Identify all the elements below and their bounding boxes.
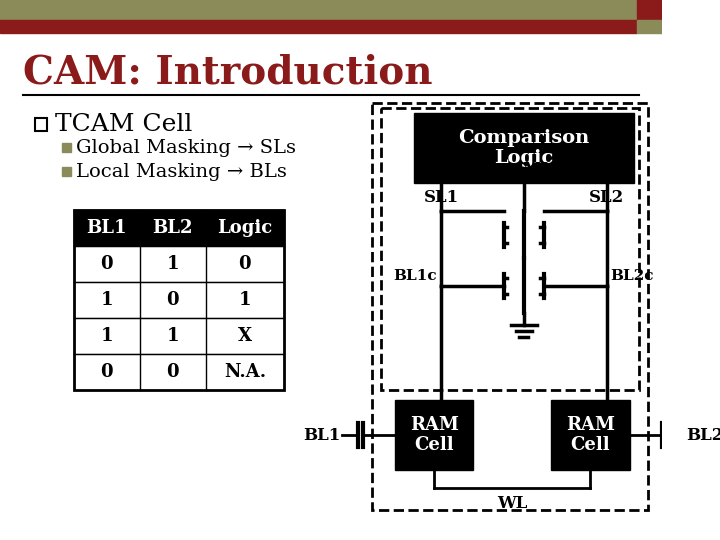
Text: BL1c: BL1c xyxy=(394,268,437,282)
Bar xyxy=(637,20,662,33)
Text: BL1: BL1 xyxy=(86,219,127,237)
Text: 0: 0 xyxy=(100,255,113,273)
Bar xyxy=(73,246,284,282)
Text: BL2: BL2 xyxy=(686,427,720,443)
Text: RAM
Cell: RAM Cell xyxy=(410,416,459,454)
Bar xyxy=(35,118,47,131)
Text: SL2: SL2 xyxy=(589,188,624,206)
Text: Local Masking → BLs: Local Masking → BLs xyxy=(76,163,287,181)
Text: 1: 1 xyxy=(100,291,113,309)
Bar xyxy=(382,108,639,390)
Text: TCAM Cell: TCAM Cell xyxy=(55,113,192,136)
Bar xyxy=(73,318,284,354)
Bar xyxy=(63,143,71,152)
Bar xyxy=(637,0,662,20)
Bar xyxy=(395,400,473,470)
Bar xyxy=(73,354,284,390)
Text: 1: 1 xyxy=(238,291,251,309)
Text: ML: ML xyxy=(523,160,553,178)
Text: 1: 1 xyxy=(100,327,113,345)
Bar xyxy=(413,113,634,183)
Text: SL1: SL1 xyxy=(423,188,459,206)
Text: N.A.: N.A. xyxy=(224,363,266,381)
Text: RAM
Cell: RAM Cell xyxy=(566,416,615,454)
Text: 0: 0 xyxy=(238,255,251,273)
Text: X: X xyxy=(238,327,252,345)
Text: BL2c: BL2c xyxy=(611,268,654,282)
Bar xyxy=(73,210,284,246)
Text: 0: 0 xyxy=(166,363,179,381)
Bar xyxy=(73,210,284,390)
Bar xyxy=(0,20,637,33)
Bar xyxy=(552,400,629,470)
Bar xyxy=(73,282,284,318)
Text: Global Masking → SLs: Global Masking → SLs xyxy=(76,139,296,157)
Text: 1: 1 xyxy=(166,327,179,345)
Bar xyxy=(0,0,637,20)
Text: BL1: BL1 xyxy=(303,427,340,443)
Bar xyxy=(372,103,648,510)
Text: 0: 0 xyxy=(166,291,179,309)
Text: 1: 1 xyxy=(166,255,179,273)
Text: BL2: BL2 xyxy=(153,219,193,237)
Text: WL: WL xyxy=(498,496,528,512)
Text: Logic: Logic xyxy=(217,219,273,237)
Text: CAM: Introduction: CAM: Introduction xyxy=(23,53,433,91)
Bar xyxy=(63,167,71,176)
Text: 0: 0 xyxy=(100,363,113,381)
Text: Comparison
Logic: Comparison Logic xyxy=(458,129,590,167)
